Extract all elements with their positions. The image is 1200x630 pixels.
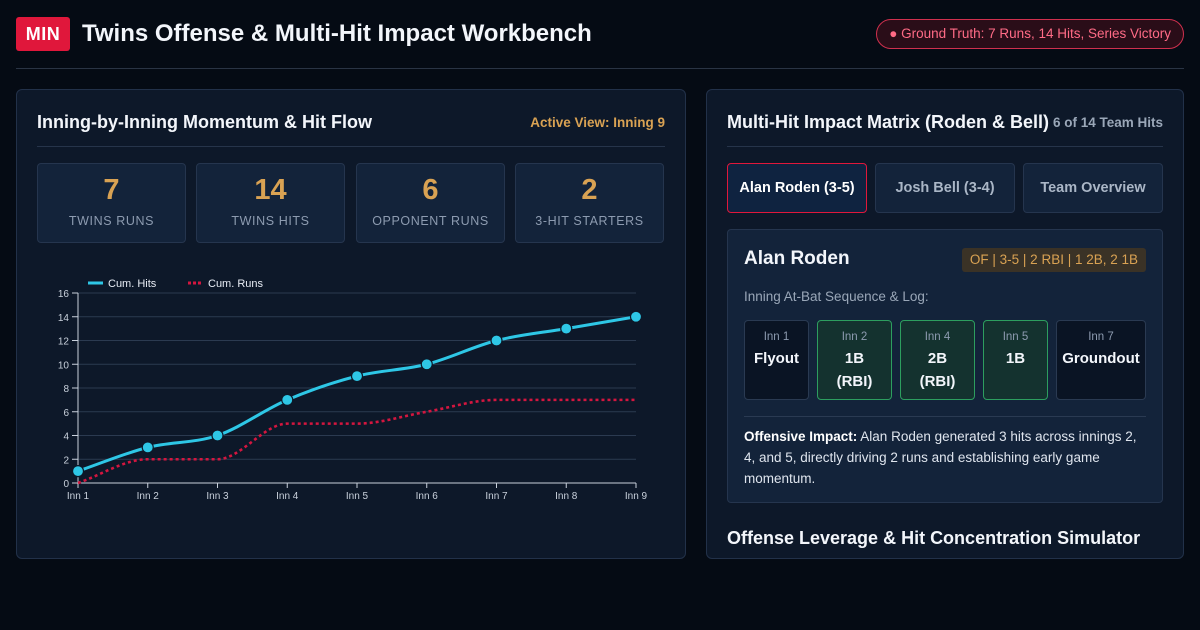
impact-text: Alan Roden generated 3 hits across innin… [744,429,1137,486]
at-bat-sequence: Inn 1 Flyout Inn 2 1B (RBI) Inn 4 2B (RB… [744,320,1148,400]
x-tick-label: Inn 3 [206,491,229,502]
at-bat-inning-5[interactable]: Inn 5 1B [983,320,1048,400]
stat-label: 3-HIT STARTERS [535,214,644,228]
impact-label: Offensive Impact: [744,429,858,444]
at-bat-inning-1[interactable]: Inn 1 Flyout [744,320,809,400]
momentum-chart: 0 2 4 6 8 10 12 14 16 Inn 1 Inn 2 Inn 3 Inn 4 Inn 5 In… [58,278,648,502]
at-bat-inning: Inn 1 [763,331,790,343]
x-tick-label: Inn 2 [137,491,160,502]
at-bat-inning: Inn 4 [924,331,951,343]
y-tick-label: 6 [63,408,69,419]
y-tick-label: 14 [58,313,70,324]
y-tick-label: 10 [58,360,70,371]
hit-data-point [71,465,85,478]
x-tick-label: Inn 9 [625,491,648,502]
card-divider [744,416,1146,417]
team-badge: MIN [16,17,70,51]
player-name: Alan Roden [744,248,850,269]
stat-label: TWINS RUNS [68,214,155,228]
at-bat-result: Flyout [754,350,799,367]
at-bat-inning: Inn 7 [1088,331,1114,343]
hit-data-point [629,310,643,323]
momentum-panel: Inning-by-Inning Momentum & Hit Flow Act… [16,89,686,559]
stat-card-opponent-runs: 6 OPPONENT RUNS [356,163,505,243]
y-tick-label: 12 [58,337,70,348]
x-tick-label: Inn 6 [416,491,439,502]
at-bat-result: Groundout [1062,350,1140,367]
at-bat-result-type: 2B [927,350,948,367]
page-title: Twins Offense & Multi-Hit Impact Workben… [82,20,592,47]
legend-label: Cum. Hits [108,278,157,290]
player-tabs: Alan Roden (3-5) Josh Bell (3-4) Team Ov… [727,163,1163,213]
hit-data-point [420,358,433,371]
player-stat-line: OF | 3-5 | 2 RBI | 1 2B, 2 1B [961,248,1146,272]
hit-data-point [281,393,294,406]
series-line-cum-runs [77,398,636,485]
y-tick-label: 0 [63,479,69,490]
header-divider [16,68,1184,69]
momentum-panel-title: Inning-by-Inning Momentum & Hit Flow [37,112,372,132]
tab-team-overview[interactable]: Team Overview [1023,163,1163,213]
at-bat-inning-7[interactable]: Inn 7 Groundout [1056,320,1146,400]
player-detail-card: Alan Roden OF | 3-5 | 2 RBI | 1 2B, 2 1B… [727,229,1163,503]
team-hits-count: 6 of 14 Team Hits [1052,115,1163,130]
at-bat-result-type: 1B [844,350,865,367]
y-tick-label: 8 [63,384,69,395]
at-bat-inning: Inn 2 [841,331,868,343]
impact-matrix-panel: Multi-Hit Impact Matrix (Roden & Bell) 6… [706,89,1184,559]
stat-value: 2 [581,174,598,206]
x-tick-label: Inn 1 [67,491,90,502]
at-bat-inning: Inn 5 [1002,331,1029,343]
stat-value: 14 [254,174,287,206]
at-bat-inning-2[interactable]: Inn 2 1B (RBI) [817,320,892,400]
ground-truth-badge: ● Ground Truth: 7 Runs, 14 Hits, Series … [876,19,1184,49]
at-bat-result: 2B (RBI) [901,347,974,393]
stat-value: 7 [103,174,120,206]
y-tick-label: 16 [58,289,70,300]
sequence-label: Inning At-Bat Sequence & Log: [744,289,929,304]
stat-cards: 7 TWINS RUNS 14 TWINS HITS 6 OPPONENT RU… [37,163,665,243]
hit-data-point [350,370,364,383]
at-bat-result: 1B [1005,350,1026,367]
x-tick-label: Inn 7 [485,491,508,502]
tab-josh-bell[interactable]: Josh Bell (3-4) [875,163,1015,213]
simulator-section-title: Offense Leverage & Hit Concentration Sim… [727,528,1141,548]
stat-card-twins-runs: 7 TWINS RUNS [37,163,186,243]
y-tick-label: 2 [63,455,69,466]
hit-data-point [560,322,573,335]
hit-data-point [490,334,503,347]
at-bat-result-note: (RBI) [919,373,956,390]
offensive-impact-summary: Offensive Impact: Alan Roden generated 3… [744,426,1146,489]
tab-alan-roden[interactable]: Alan Roden (3-5) [727,163,867,213]
impact-panel-title: Multi-Hit Impact Matrix (Roden & Bell) [727,112,1050,132]
series-line-cum-hits [77,315,637,473]
at-bat-result: 1B (RBI) [818,347,891,393]
hit-data-point [141,441,154,454]
active-view-label: Active View: Inning 9 [530,115,665,130]
app-header: MIN Twins Offense & Multi-Hit Impact Wor… [16,16,1184,52]
y-tick-label: 4 [63,432,69,443]
stat-card-twins-hits: 14 TWINS HITS [196,163,345,243]
stat-value: 6 [422,174,439,206]
stat-card-three-hit-starters: 2 3-HIT STARTERS [515,163,664,243]
stat-label: TWINS HITS [231,214,310,228]
at-bat-result-note: (RBI) [836,373,873,390]
x-tick-label: Inn 5 [346,491,369,502]
panel-divider [727,146,1163,147]
at-bat-inning-4[interactable]: Inn 4 2B (RBI) [900,320,975,400]
x-tick-label: Inn 8 [555,491,578,502]
panel-divider [37,146,665,147]
legend-label: Cum. Runs [208,278,264,290]
stat-label: OPPONENT RUNS [372,214,489,228]
hit-data-point [211,429,224,442]
x-tick-label: Inn 4 [276,491,299,502]
